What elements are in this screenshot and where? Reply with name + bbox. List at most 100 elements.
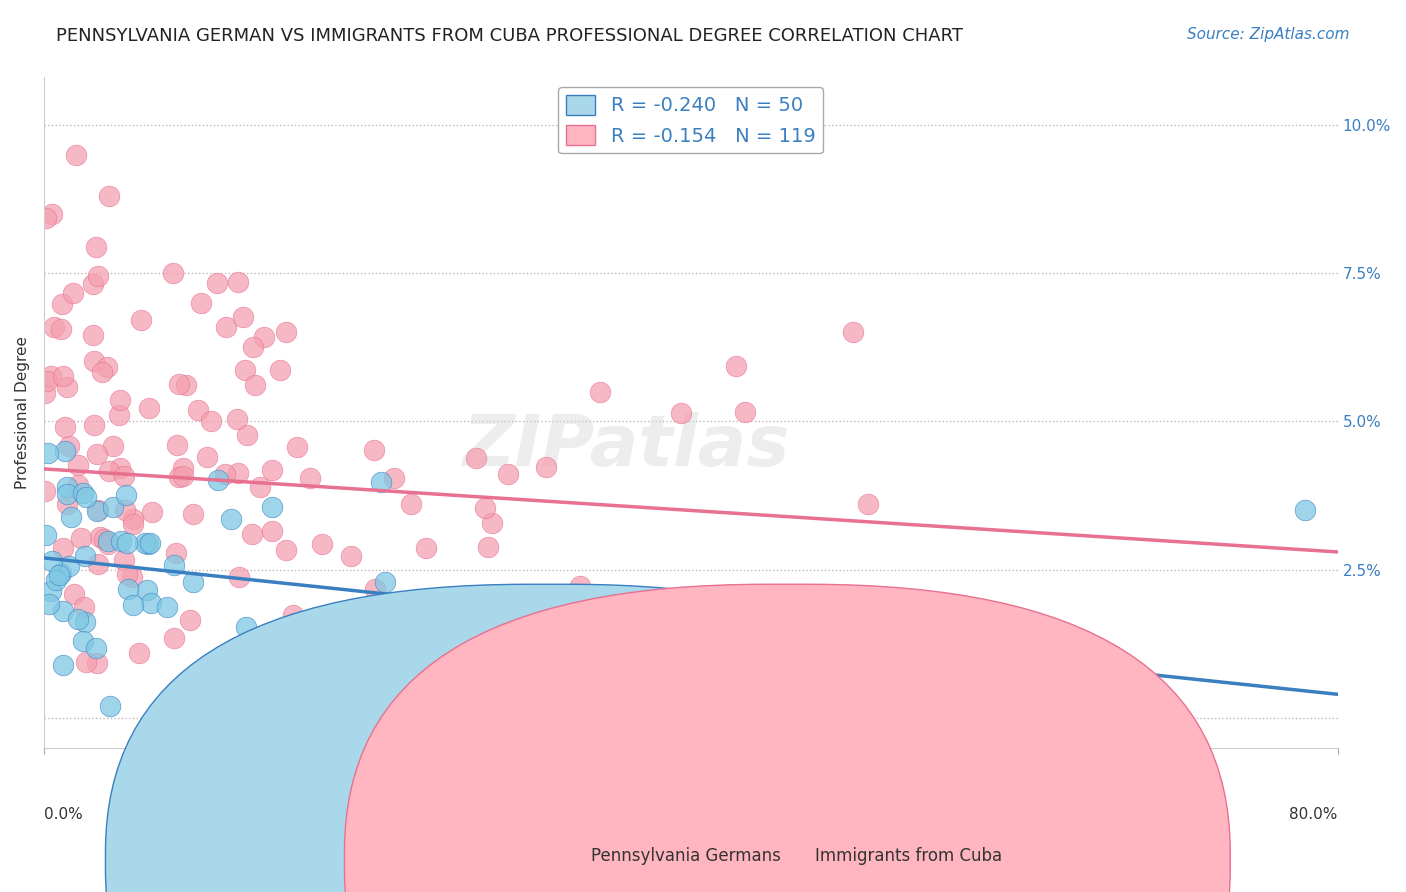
Point <box>67 478 90 492</box>
Point <box>82 328 104 343</box>
Point <box>41 207 63 221</box>
Point <box>138 401 160 416</box>
Point <box>172 691 194 706</box>
Point <box>90 365 112 379</box>
Point <box>195 450 218 465</box>
Point <box>232 310 254 324</box>
Text: 80.0%: 80.0% <box>1289 807 1337 822</box>
Point <box>49 322 72 336</box>
Point <box>284 616 307 631</box>
Point <box>363 582 385 596</box>
Point <box>129 313 152 327</box>
Point <box>311 537 333 551</box>
Point <box>117 566 139 581</box>
Point <box>456 702 478 716</box>
Point <box>38 598 60 612</box>
Point <box>156 599 179 614</box>
Point <box>65 147 87 161</box>
Point <box>44 320 66 334</box>
Point <box>66 458 89 472</box>
Point <box>63 587 86 601</box>
Point <box>669 406 692 420</box>
Point <box>134 536 156 550</box>
Point <box>86 557 108 571</box>
Point <box>228 275 250 289</box>
Point <box>82 277 104 291</box>
Point <box>415 711 437 725</box>
Point <box>87 503 110 517</box>
Point <box>51 296 73 310</box>
Point <box>326 619 349 633</box>
Point <box>83 353 105 368</box>
Point <box>101 500 124 515</box>
Point <box>139 536 162 550</box>
Point <box>53 443 76 458</box>
Point <box>122 598 145 612</box>
Point <box>110 393 132 408</box>
Point <box>200 414 222 428</box>
Point <box>115 536 138 550</box>
Point <box>58 439 80 453</box>
Point <box>37 374 59 388</box>
Point <box>172 461 194 475</box>
Point <box>55 380 77 394</box>
Point <box>534 460 557 475</box>
Point <box>285 440 308 454</box>
Point <box>73 615 96 629</box>
Point <box>35 528 58 542</box>
Point <box>97 537 120 551</box>
Point <box>305 616 328 631</box>
Point <box>464 450 486 465</box>
Point <box>96 360 118 375</box>
Point <box>139 596 162 610</box>
Point <box>245 378 267 392</box>
Point <box>56 487 79 501</box>
Text: Pennsylvania Germans: Pennsylvania Germans <box>591 847 780 865</box>
Point <box>725 359 748 373</box>
Point <box>93 532 115 546</box>
Point <box>52 658 75 673</box>
Point <box>121 517 143 532</box>
Point <box>112 469 135 483</box>
Point <box>252 330 274 344</box>
Point <box>856 497 879 511</box>
Point <box>52 604 75 618</box>
Point <box>474 501 496 516</box>
Point <box>59 510 82 524</box>
Point <box>122 512 145 526</box>
Point <box>162 266 184 280</box>
Point <box>72 633 94 648</box>
Point <box>44 574 66 588</box>
Point <box>235 620 257 634</box>
Text: ZIPatlas: ZIPatlas <box>463 411 790 481</box>
Point <box>207 277 229 291</box>
Point <box>52 541 75 556</box>
Point <box>274 543 297 558</box>
Point <box>440 660 463 674</box>
Point <box>477 540 499 554</box>
Point <box>83 417 105 432</box>
Point <box>62 286 84 301</box>
Point <box>179 613 201 627</box>
Point <box>86 240 108 254</box>
Point <box>136 537 159 551</box>
Text: Immigrants from Cuba: Immigrants from Cuba <box>815 847 1002 865</box>
Point <box>163 558 186 573</box>
Point <box>260 500 283 514</box>
Point <box>103 439 125 453</box>
Point <box>281 608 304 623</box>
Point <box>382 470 405 484</box>
Point <box>214 467 236 482</box>
Point <box>34 386 56 401</box>
Point <box>34 211 56 226</box>
Point <box>114 488 136 502</box>
Point <box>481 516 503 530</box>
Point <box>215 320 238 334</box>
Point <box>97 189 120 203</box>
Point <box>112 553 135 567</box>
Point <box>219 512 242 526</box>
Point <box>299 471 322 485</box>
Point <box>734 405 756 419</box>
Point <box>269 363 291 377</box>
Legend: R = -0.240   N = 50, R = -0.154   N = 119: R = -0.240 N = 50, R = -0.154 N = 119 <box>558 87 824 153</box>
